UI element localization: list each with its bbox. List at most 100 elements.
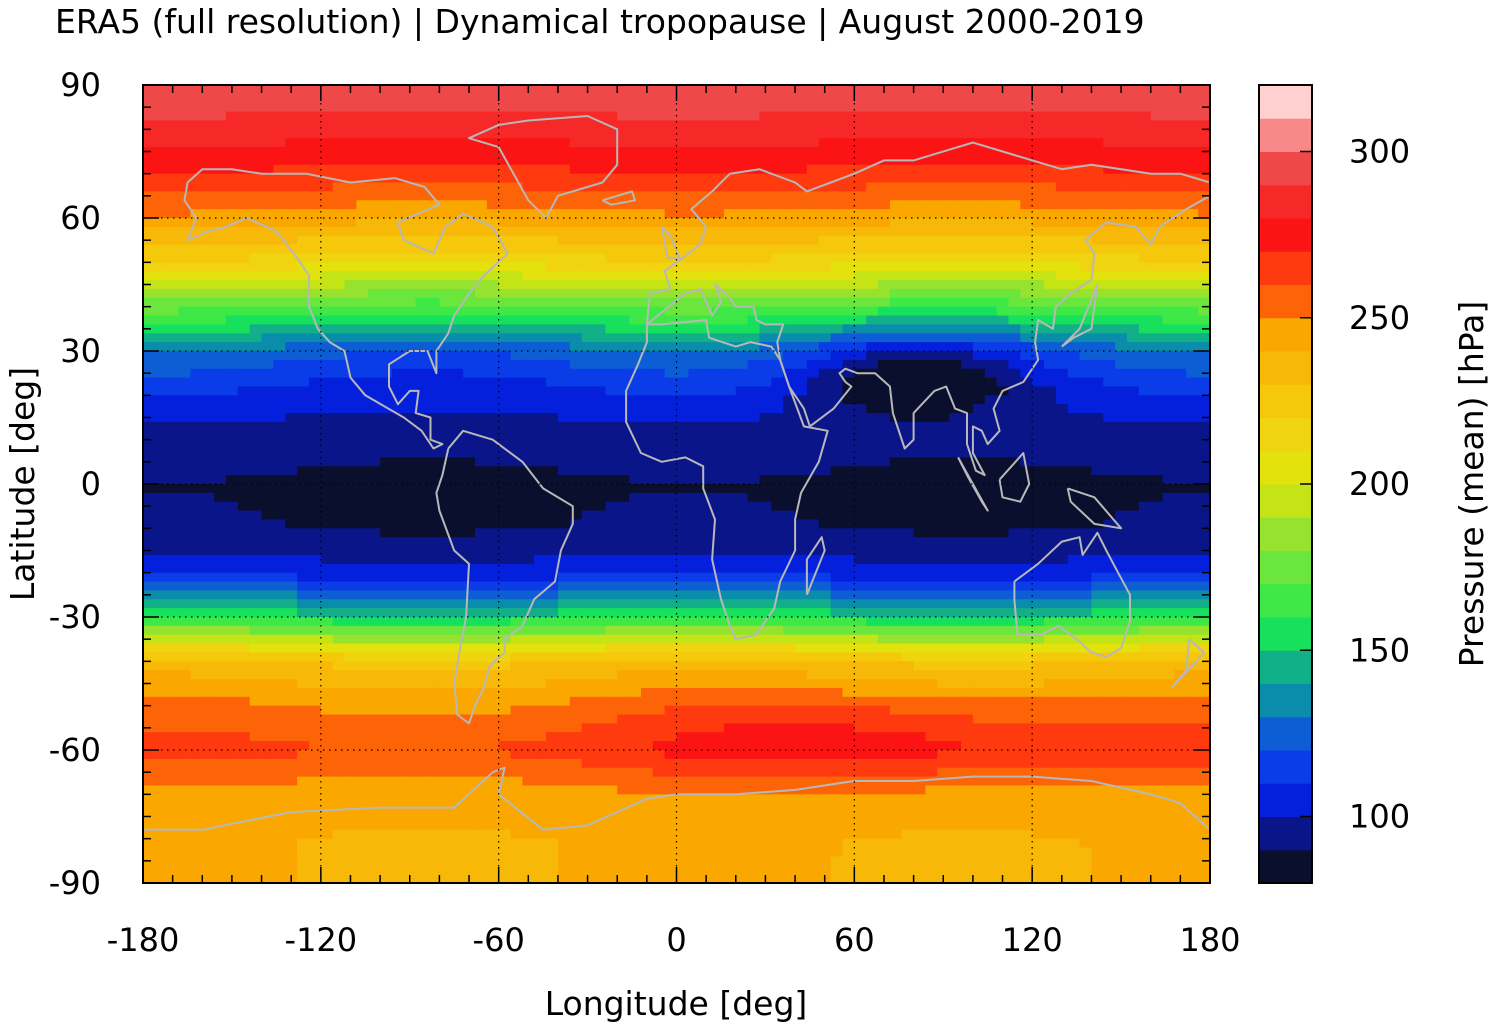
field-cell: [688, 218, 701, 228]
field-cell: [214, 280, 227, 290]
field-cell: [415, 528, 429, 538]
field-cell: [1174, 218, 1187, 228]
field-cell: [356, 155, 369, 166]
field-cell: [510, 138, 523, 148]
field-cell: [723, 457, 737, 467]
field-cell: [937, 288, 950, 299]
field-cell: [166, 519, 180, 529]
field-cell: [154, 492, 168, 503]
field-cell: [1067, 129, 1081, 139]
field-cell: [1091, 457, 1104, 467]
field-cell: [854, 421, 867, 432]
field-cell: [783, 315, 796, 325]
field-cell: [1032, 324, 1045, 334]
field-cell: [546, 93, 559, 104]
field-cell: [629, 182, 642, 192]
field-cell: [984, 271, 998, 281]
field-cell: [937, 395, 950, 405]
field-cell: [937, 377, 950, 388]
field-cell: [320, 475, 334, 485]
field-cell: [474, 554, 488, 565]
field-cell: [1020, 297, 1033, 308]
field-cell: [474, 342, 488, 352]
field-cell: [712, 563, 725, 574]
field-cell: [949, 315, 962, 325]
field-cell: [629, 546, 642, 556]
field-cell: [949, 164, 962, 175]
field-cell: [143, 200, 156, 210]
field-cell: [640, 209, 654, 219]
field-cell: [1186, 377, 1199, 388]
field-cell: [795, 306, 808, 317]
field-cell: [510, 430, 523, 441]
field-cell: [889, 288, 903, 299]
field-cell: [368, 200, 381, 210]
field-cell: [143, 209, 156, 219]
field-cell: [1174, 315, 1187, 325]
field-cell: [249, 262, 263, 272]
field-cell: [368, 528, 381, 538]
field-cell: [569, 448, 583, 458]
field-cell: [332, 120, 346, 130]
field-cell: [415, 430, 429, 441]
field-cell: [735, 501, 749, 512]
field-cell: [723, 102, 737, 113]
field-cell: [534, 155, 547, 166]
field-cell: [1079, 395, 1093, 405]
field-cell: [937, 501, 950, 512]
field-cell: [712, 413, 725, 423]
field-cell: [723, 377, 737, 388]
field-cell: [415, 359, 429, 370]
field-cell: [925, 324, 938, 334]
field-cell: [1198, 333, 1210, 343]
field-cell: [949, 288, 962, 299]
field-cell: [1103, 377, 1116, 388]
field-cell: [403, 439, 417, 450]
field-cell: [237, 191, 251, 201]
field-cell: [878, 386, 891, 396]
field-cell: [1138, 218, 1152, 228]
field-cell: [1174, 280, 1187, 290]
field-cell: [308, 563, 322, 574]
field-cell: [1103, 404, 1116, 414]
field-cell: [949, 155, 962, 166]
field-cell: [723, 333, 737, 343]
field-cell: [913, 191, 927, 201]
field-cell: [747, 537, 761, 547]
field-cell: [415, 324, 429, 334]
field-cell: [569, 280, 583, 290]
field-cell: [332, 501, 346, 512]
field-cell: [1150, 554, 1164, 565]
field-cell: [913, 111, 927, 122]
field-cell: [1020, 200, 1033, 210]
field-cell: [723, 546, 737, 556]
field-cell: [1198, 528, 1210, 538]
field-cell: [308, 218, 322, 228]
field-cell: [534, 253, 547, 263]
field-cell: [202, 368, 215, 379]
field-cell: [391, 324, 405, 334]
field-cell: [1055, 359, 1069, 370]
field-cell: [984, 484, 998, 494]
field-cell: [474, 85, 488, 95]
field-cell: [1044, 395, 1057, 405]
field-cell: [1150, 164, 1164, 175]
field-cell: [1138, 262, 1152, 272]
field-cell: [1150, 386, 1164, 396]
field-cell: [984, 492, 998, 503]
field-cell: [1115, 147, 1128, 157]
field-cell: [984, 537, 998, 547]
field-cell: [605, 120, 618, 130]
field-cell: [640, 554, 654, 565]
field-cell: [818, 466, 832, 476]
field-cell: [557, 528, 571, 538]
field-cell: [214, 147, 227, 157]
field-cell: [700, 324, 713, 334]
field-cell: [700, 519, 713, 529]
field-cell: [546, 439, 559, 450]
field-cell: [237, 386, 251, 396]
field-cell: [320, 324, 334, 334]
field-cell: [723, 209, 737, 219]
field-cell: [332, 519, 346, 529]
field-cell: [237, 475, 251, 485]
